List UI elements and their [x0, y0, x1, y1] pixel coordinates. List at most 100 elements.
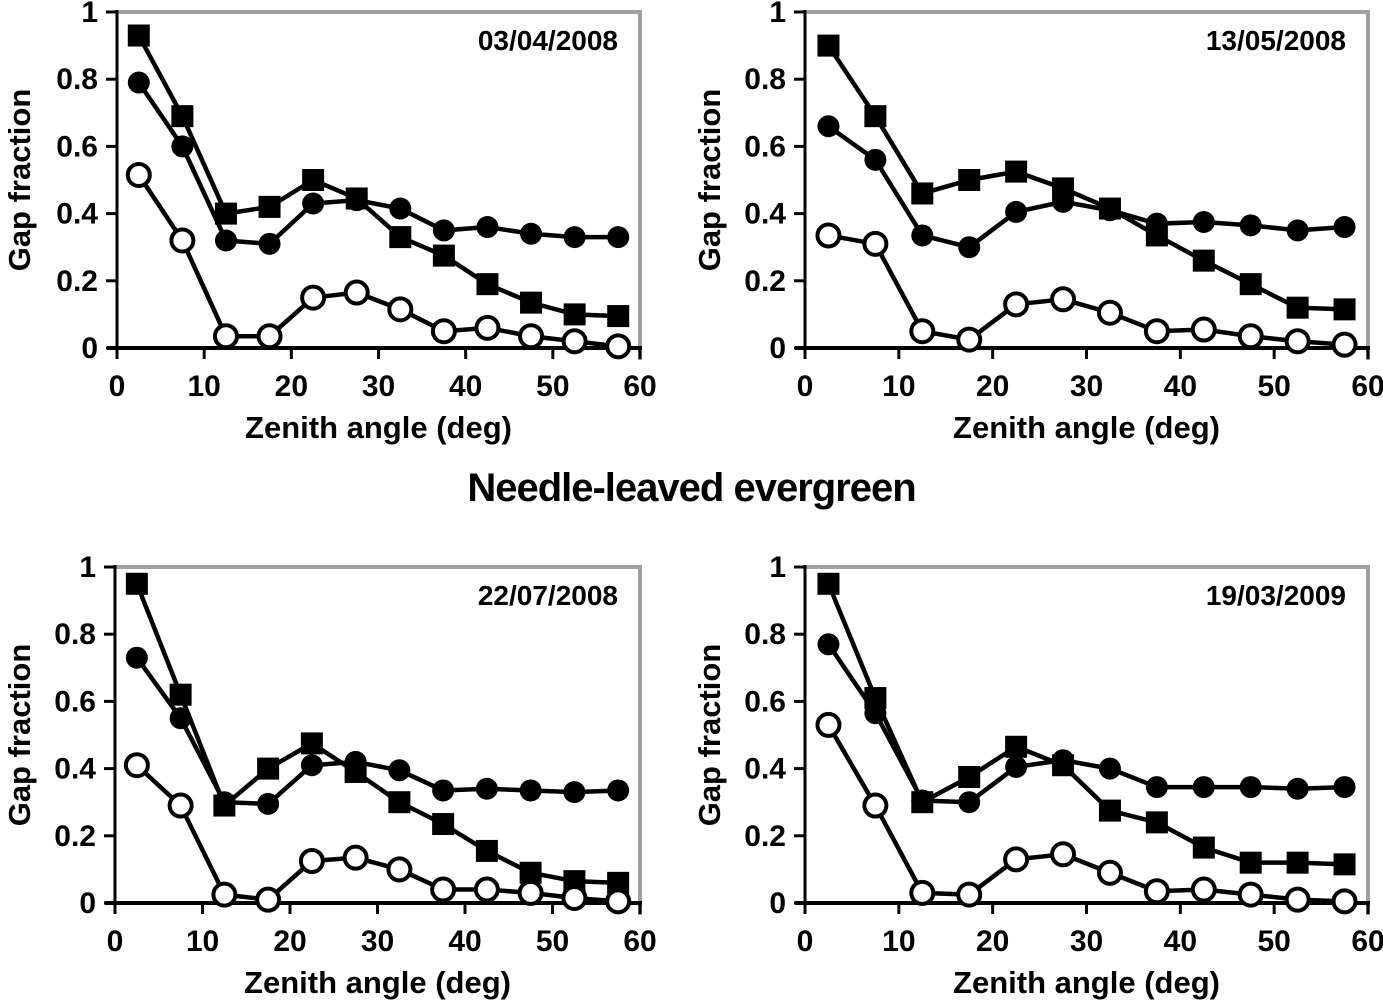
- date-annotation: 13/05/2008: [1206, 25, 1346, 56]
- x-tick-label: 30: [362, 370, 395, 403]
- marker-circle-open: [605, 888, 632, 915]
- marker-circle-open: [561, 884, 588, 911]
- marker-square-filled: [563, 303, 586, 326]
- marker-square-filled: [519, 861, 542, 884]
- marker-circle-filled: [1333, 776, 1356, 799]
- marker-circle-open: [212, 323, 239, 350]
- y-tick-label: 0.4: [744, 753, 786, 786]
- x-tick-label: 20: [273, 925, 306, 958]
- marker-circle-open: [1190, 316, 1217, 343]
- y-tick-label: 0: [769, 332, 786, 365]
- x-tick-label: 0: [797, 925, 814, 958]
- marker-square-filled: [388, 791, 411, 814]
- marker-square-filled: [1052, 177, 1075, 200]
- marker-square-filled: [258, 195, 281, 218]
- marker-circle-filled: [817, 633, 840, 656]
- marker-circle-open: [342, 844, 369, 871]
- x-axis-title: Zenith angle (deg): [245, 410, 512, 445]
- y-tick-label: 0.6: [744, 685, 786, 718]
- y-tick-label: 0: [81, 332, 98, 365]
- marker-square-filled: [345, 187, 368, 210]
- marker-circle-filled: [1239, 214, 1262, 237]
- marker-circle-open: [386, 856, 413, 883]
- y-tick-label: 0.4: [54, 753, 96, 786]
- marker-circle-open: [956, 881, 983, 908]
- figure-title: Needle-leaved evergreen: [467, 466, 916, 510]
- marker-circle-filled: [519, 779, 542, 802]
- series-line-open-circle: [826, 723, 1345, 904]
- y-tick-label: 1: [79, 551, 96, 584]
- marker-square-filled: [1145, 811, 1168, 834]
- x-tick-label: 40: [449, 370, 482, 403]
- marker-circle-filled: [302, 192, 325, 215]
- marker-circle-open: [1050, 841, 1077, 868]
- marker-circle-open: [1284, 328, 1311, 355]
- x-axis-title: Zenith angle (deg): [953, 410, 1220, 445]
- marker-square-filled: [864, 687, 887, 710]
- series-open-circle: [815, 222, 1358, 358]
- x-tick-label: 30: [361, 925, 394, 958]
- marker-circle-open: [255, 886, 282, 913]
- marker-square-filled: [171, 105, 194, 128]
- marker-circle-filled: [1098, 757, 1121, 780]
- y-tick-label: 0.2: [744, 820, 786, 853]
- series-filled-square: [125, 572, 630, 894]
- marker-square-filled: [1333, 853, 1356, 876]
- y-tick-label: 0.8: [56, 63, 98, 96]
- series-line-filled-square: [136, 34, 619, 319]
- marker-circle-open: [1096, 859, 1123, 886]
- marker-circle-filled: [388, 759, 411, 782]
- marker-circle-open: [561, 328, 588, 355]
- y-tick-label: 0.8: [744, 63, 786, 96]
- marker-circle-open: [1143, 878, 1170, 905]
- marker-circle-open: [300, 284, 327, 311]
- x-tick-label: 0: [107, 925, 124, 958]
- x-tick-label: 0: [109, 370, 126, 403]
- marker-circle-open: [1096, 299, 1123, 326]
- x-tick-label: 10: [882, 370, 915, 403]
- marker-circle-open: [1190, 876, 1217, 903]
- marker-circle-open: [169, 227, 196, 254]
- marker-square-filled: [300, 732, 323, 755]
- x-tick-label: 40: [448, 925, 481, 958]
- y-tick-label: 0.4: [744, 198, 786, 231]
- x-tick-label: 60: [623, 925, 656, 958]
- marker-circle-filled: [389, 197, 412, 220]
- marker-square-filled: [169, 683, 192, 706]
- marker-circle-open: [167, 792, 194, 819]
- marker-square-filled: [476, 273, 499, 296]
- marker-circle-filled: [300, 754, 323, 777]
- marker-circle-filled: [171, 135, 194, 158]
- marker-circle-open: [815, 222, 842, 249]
- y-tick-label: 0: [769, 887, 786, 920]
- marker-square-filled: [1098, 197, 1121, 220]
- y-tick-label: 0.2: [56, 265, 98, 298]
- y-tick-label: 1: [769, 551, 786, 584]
- marker-circle-open: [211, 881, 238, 908]
- marker-circle-open: [430, 876, 457, 903]
- series-line-filled-square: [826, 582, 1345, 867]
- marker-square-filled: [1145, 224, 1168, 247]
- series-filled-circle: [127, 71, 630, 255]
- y-tick-label: 0.6: [744, 130, 786, 163]
- marker-circle-open: [1331, 331, 1358, 358]
- x-axis-title: Zenith angle (deg): [244, 965, 511, 1000]
- marker-square-filled: [607, 871, 630, 894]
- date-annotation: 03/04/2008: [478, 25, 618, 56]
- marker-circle-open: [298, 848, 325, 874]
- marker-circle-open: [517, 879, 544, 906]
- series-open-circle: [815, 711, 1358, 915]
- series-open-circle: [125, 161, 632, 360]
- marker-circle-open: [474, 314, 501, 341]
- marker-circle-open: [1237, 881, 1264, 908]
- series-open-circle: [123, 752, 632, 915]
- marker-circle-filled: [1005, 200, 1028, 223]
- marker-circle-open: [1003, 291, 1030, 318]
- series-filled-circle: [817, 633, 1356, 814]
- marker-circle-filled: [607, 226, 630, 249]
- x-tick-label: 40: [1164, 925, 1197, 958]
- y-tick-label: 0.6: [56, 130, 98, 163]
